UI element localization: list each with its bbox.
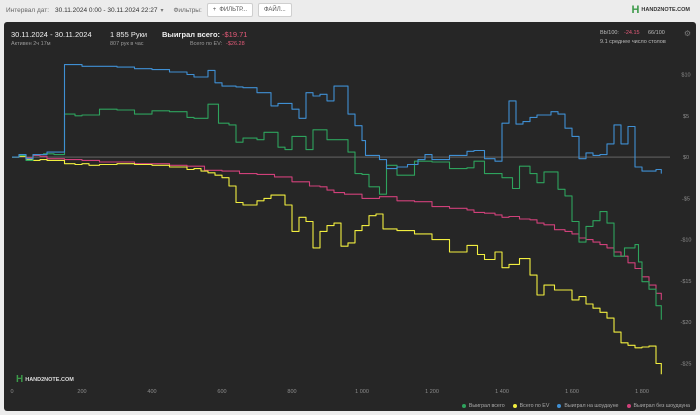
add-filter-label: ФИЛЬТР... bbox=[219, 7, 247, 13]
legend-item-ev[interactable]: Всего по EV bbox=[512, 403, 550, 409]
x-tick-label: 1 000 bbox=[355, 389, 369, 395]
stats-hands-per-hour: 807 рук в час bbox=[110, 41, 144, 47]
stats-active-time: Активен 2ч 17м bbox=[11, 41, 51, 47]
series-line-3 bbox=[12, 154, 662, 300]
hand2note-watermark-icon: H bbox=[16, 374, 24, 385]
stats-won-value: -$19.71 bbox=[222, 30, 248, 39]
stats-hands: 1 855 Руки bbox=[110, 30, 148, 39]
legend-dot-nonshowdown bbox=[626, 404, 631, 408]
hand2note-logo-icon: H bbox=[631, 4, 640, 16]
legend-dot-ev bbox=[512, 404, 517, 408]
stats-bbwon-rest: 66/100 bbox=[648, 30, 665, 36]
legend-label-ev: Всего по EV bbox=[519, 403, 550, 409]
stats-avg-tables: 9.1 среднее число столов bbox=[600, 39, 666, 45]
y-tick-label: -$25 bbox=[680, 361, 691, 367]
y-tick-label: -$15 bbox=[680, 279, 691, 285]
legend-dot-won bbox=[461, 404, 466, 408]
legend-item-won[interactable]: Выиграл всего bbox=[461, 403, 505, 409]
legend-item-nonshowdown[interactable]: Выиграл без шоудауна bbox=[626, 403, 691, 409]
stats-date: 30.11.2024 - 30.11.2024 bbox=[11, 30, 92, 39]
x-tick-label: 1 200 bbox=[425, 389, 439, 395]
x-tick-label: 200 bbox=[77, 389, 86, 395]
legend-label-nonshowdown: Выиграл без шоудауна bbox=[633, 403, 691, 409]
y-tick-label: $0 bbox=[683, 155, 689, 161]
add-filter-button[interactable]: + ФИЛЬТР... bbox=[206, 3, 253, 17]
x-tick-label: 1 400 bbox=[495, 389, 509, 395]
x-tick-label: 800 bbox=[287, 389, 296, 395]
series-line-1 bbox=[12, 155, 662, 375]
stats-won-label: Выиграл всего: bbox=[162, 30, 221, 39]
series-line-2 bbox=[12, 64, 662, 174]
x-tick-label: 1 600 bbox=[565, 389, 579, 395]
legend-label-won: Выиграл всего bbox=[468, 403, 505, 409]
stats-ev-label: Всего по EV: bbox=[190, 41, 223, 47]
chevron-down-icon[interactable]: ▾ bbox=[160, 7, 164, 14]
date-range-label: Интервал дат: bbox=[6, 6, 50, 14]
stats-bbwon-label: Bb/100: bbox=[600, 30, 619, 36]
x-tick-label: 1 800 bbox=[635, 389, 649, 395]
x-tick-label: 400 bbox=[147, 389, 156, 395]
chart-legend: Выиграл всего Всего по EV Выиграл на шоу… bbox=[454, 403, 690, 409]
profit-chart: $10 $5 $0 -$5 -$10 -$15 -$20 -$25 0 200 400 600 800 1… bbox=[10, 64, 692, 395]
watermark: H HAND2NOTE.COM bbox=[16, 374, 74, 385]
app-logo-text: HAND2NOTE.COM bbox=[641, 7, 690, 13]
stats-ev-value: -$26.28 bbox=[226, 41, 245, 47]
y-tick-label: -$5 bbox=[682, 196, 690, 202]
x-tick-label: 0 bbox=[10, 389, 13, 395]
app-logo: H HAND2NOTE.COM bbox=[631, 4, 690, 16]
graph-panel: 30.11.2024 - 30.11.2024 Активен 2ч 17м 1… bbox=[4, 22, 696, 411]
watermark-text: HAND2NOTE.COM bbox=[25, 376, 74, 383]
stats-bbwon-value: -24.15 bbox=[624, 30, 640, 36]
y-tick-label: -$20 bbox=[680, 320, 691, 326]
date-range-selector[interactable]: 30.11.2024 0:00 - 30.11.2024 22:27 bbox=[55, 6, 158, 14]
file-button[interactable]: ФАЙЛ... bbox=[258, 3, 292, 17]
legend-label-showdown: Выиграл на шоудауне bbox=[564, 403, 619, 409]
y-tick-label: -$10 bbox=[680, 238, 691, 244]
legend-dot-showdown bbox=[557, 404, 562, 408]
legend-item-showdown[interactable]: Выиграл на шоудауне bbox=[557, 403, 619, 409]
series-line-0 bbox=[12, 103, 662, 320]
top-toolbar: Интервал дат: 30.11.2024 0:00 - 30.11.20… bbox=[0, 0, 700, 20]
x-tick-label: 600 bbox=[217, 389, 226, 395]
y-tick-label: $10 bbox=[681, 73, 690, 79]
y-tick-label: $5 bbox=[683, 114, 689, 120]
plus-icon: + bbox=[212, 7, 217, 13]
gear-icon[interactable]: ⚙ bbox=[683, 29, 691, 38]
filters-label: Фильтры: bbox=[173, 6, 202, 14]
